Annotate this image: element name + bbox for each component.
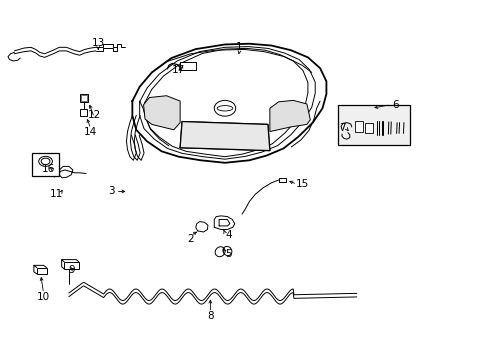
Polygon shape (269, 100, 310, 132)
Ellipse shape (217, 105, 232, 111)
Text: 10: 10 (37, 292, 50, 302)
Text: 4: 4 (225, 230, 232, 239)
Text: 16: 16 (42, 164, 55, 174)
Bar (37, 267, 46, 274)
Bar (64, 262, 79, 269)
Text: 17: 17 (172, 64, 185, 75)
Bar (32, 153, 59, 176)
Bar (180, 62, 195, 69)
Polygon shape (143, 96, 180, 130)
Text: 3: 3 (108, 186, 115, 197)
Polygon shape (180, 122, 269, 150)
Bar (80, 94, 88, 102)
Text: 15: 15 (295, 179, 308, 189)
Text: 7: 7 (338, 123, 345, 133)
Text: 13: 13 (91, 38, 104, 48)
Text: 1: 1 (236, 42, 243, 52)
Bar (278, 178, 286, 182)
Text: 9: 9 (68, 265, 75, 275)
Text: 12: 12 (87, 110, 101, 120)
Text: 5: 5 (225, 248, 232, 258)
Circle shape (214, 100, 235, 116)
Bar (81, 95, 87, 101)
FancyBboxPatch shape (337, 105, 409, 145)
Bar (365, 123, 372, 133)
Text: 6: 6 (391, 100, 398, 110)
Text: 8: 8 (206, 311, 213, 321)
Bar (354, 121, 363, 132)
Bar (80, 109, 87, 116)
Text: 14: 14 (84, 127, 97, 136)
Text: 2: 2 (187, 234, 194, 244)
Text: 11: 11 (50, 189, 63, 199)
